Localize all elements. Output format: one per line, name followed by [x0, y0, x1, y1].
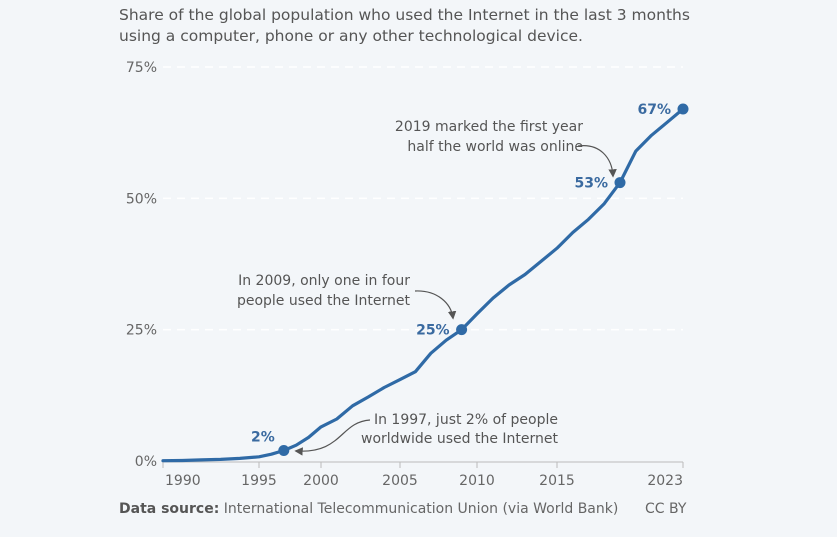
- x-tick-label: 1990: [165, 473, 201, 489]
- data-source-label: Data source:: [119, 501, 220, 517]
- annotation: In 2009, only one in four people used the…: [237, 273, 457, 320]
- annotation-text: 2019 marked the first year: [395, 119, 583, 135]
- annotation-text: people used the Internet: [237, 293, 411, 309]
- highlight-point: [677, 103, 689, 115]
- value-label: 67%: [637, 102, 671, 118]
- annotation-text: In 1997, just 2% of people: [374, 412, 558, 428]
- y-tick-label: 0%: [135, 454, 157, 470]
- x-tick-label: 2015: [539, 473, 575, 489]
- y-tick-label: 75%: [126, 60, 157, 76]
- subtitle-line-1: Share of the global population who used …: [119, 6, 690, 24]
- data-source-text: International Telecommunication Union (v…: [223, 501, 619, 517]
- annotations: 2019 marked the first year half the world…: [237, 119, 617, 456]
- annotation: In 1997, just 2% of people worldwide used…: [294, 412, 558, 456]
- x-tick-label: 2010: [459, 473, 495, 489]
- y-tick-label: 50%: [126, 191, 157, 207]
- annotation-arrow-icon: [577, 145, 617, 178]
- y-axis: 0% 25% 50% 75%: [126, 60, 157, 470]
- x-tick-label: 2023: [647, 473, 683, 489]
- x-axis: 1990 1995 2000 2005 2010 2015 2023: [162, 461, 684, 489]
- x-tick-label: 2000: [303, 473, 339, 489]
- chart-subtitle: Share of the global population who used …: [119, 5, 719, 47]
- value-label: 53%: [574, 176, 608, 192]
- x-tick-label: 2005: [382, 473, 418, 489]
- annotation-text: worldwide used the Internet: [361, 431, 558, 447]
- highlight-points: 2% 25% 53% 67%: [251, 102, 689, 456]
- data-source: Data source: International Telecommunica…: [119, 501, 618, 517]
- license-label: CC BY: [645, 501, 687, 517]
- value-label: 2%: [251, 429, 275, 445]
- highlight-point: [278, 444, 290, 456]
- subtitle-line-2: using a computer, phone or any other tec…: [119, 27, 583, 45]
- annotation-arrow-icon: [414, 290, 457, 320]
- annotation-arrow-icon: [294, 419, 371, 456]
- series-line: [161, 107, 685, 463]
- x-tick-label: 1995: [241, 473, 277, 489]
- annotation: 2019 marked the first year half the world…: [395, 119, 617, 178]
- highlight-point: [614, 177, 626, 189]
- highlight-point: [456, 324, 468, 336]
- y-tick-label: 25%: [126, 323, 157, 339]
- annotation-text: In 2009, only one in four: [238, 273, 410, 289]
- gridlines: [163, 66, 683, 331]
- value-label: 25%: [416, 323, 450, 339]
- annotation-text: half the world was online: [407, 139, 583, 155]
